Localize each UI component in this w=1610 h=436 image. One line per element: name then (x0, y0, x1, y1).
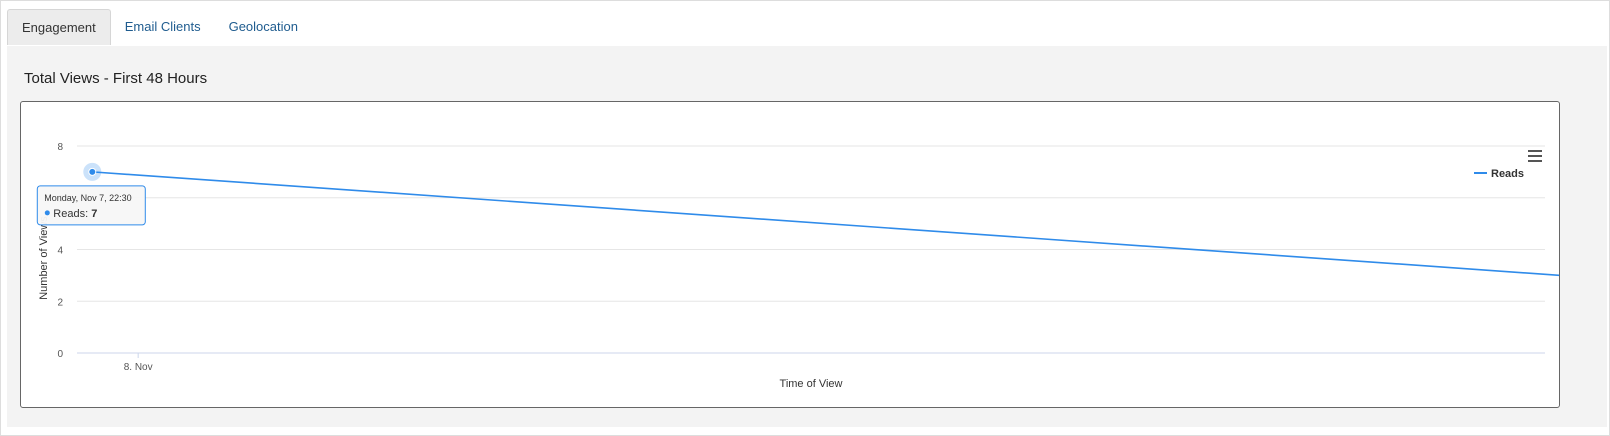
series-line-reads (92, 171, 1561, 277)
engagement-panel: Total Views - First 48 Hours 02468 8. No… (7, 46, 1607, 427)
line-chart: 02468 8. Nov Number of Views Time of Vie… (36, 142, 1561, 390)
legend-label-reads: Reads (1491, 168, 1524, 180)
y-tick-label: 2 (57, 297, 63, 308)
tab-email-clients[interactable]: Email Clients (124, 19, 201, 34)
chart-container: 02468 8. Nov Number of Views Time of Vie… (20, 101, 1561, 408)
panel-title: Total Views - First 48 Hours (24, 70, 208, 87)
tooltip-series-name: Reads (53, 208, 85, 220)
tooltip-value-line: Reads: 7 (53, 208, 97, 220)
data-point[interactable] (88, 167, 97, 176)
tooltip-value: 7 (91, 208, 97, 220)
tooltip-title: Monday, Nov 7, 22:30 (44, 193, 131, 203)
y-axis-ticks: 02468 (57, 142, 63, 360)
series-reads (83, 162, 1561, 277)
y-tick-label: 4 (57, 246, 63, 257)
x-axis-label: Time of View (780, 378, 843, 390)
x-axis-ticks: 8. Nov (124, 353, 153, 373)
tooltip-colon: : (85, 208, 91, 220)
tab-engagement[interactable]: Engagement (7, 9, 111, 45)
tooltip-series-dot (44, 210, 50, 216)
menu-bar (1528, 155, 1542, 157)
legend[interactable]: Reads (1474, 168, 1524, 180)
y-axis-label: Number of Views (38, 216, 50, 300)
x-tick-label: 8. Nov (124, 362, 153, 373)
hamburger-menu-icon[interactable] (1528, 150, 1542, 162)
tooltip: Monday, Nov 7, 22:30 Reads: 7 (36, 185, 146, 226)
y-tick-label: 8 (57, 142, 63, 153)
tab-bar: Engagement Email Clients Geolocation (7, 9, 312, 46)
tab-geolocation[interactable]: Geolocation (228, 19, 298, 34)
menu-bar (1528, 160, 1542, 162)
tooltip-box (36, 185, 146, 226)
menu-bar (1528, 150, 1542, 152)
grid-lines (77, 145, 1545, 354)
y-tick-label: 0 (57, 349, 63, 360)
